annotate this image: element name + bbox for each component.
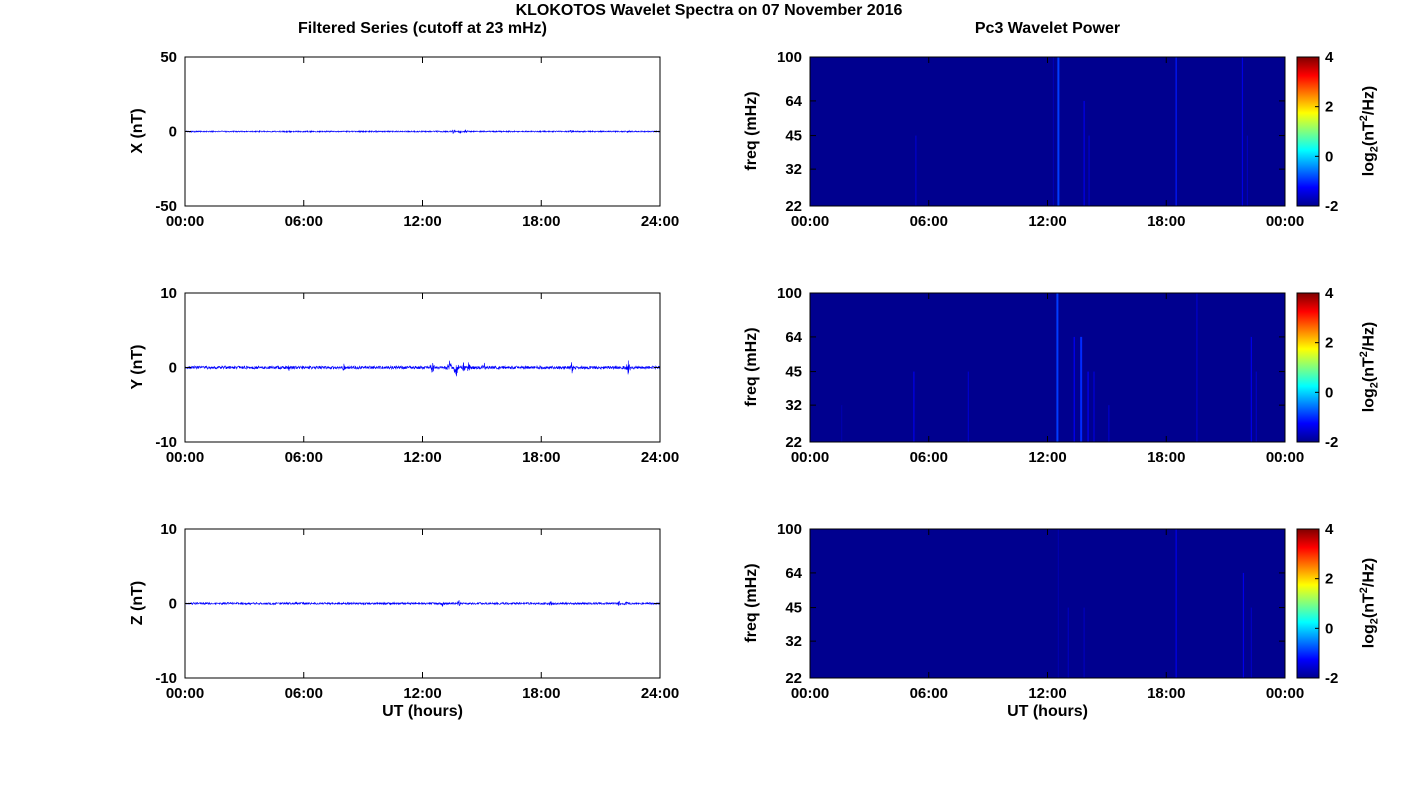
x-tick-label: 12:00 [1028,685,1066,702]
main-title: KLOKOTOS Wavelet Spectra on 07 November … [515,2,903,19]
y-tick-label: -10 [155,670,177,687]
colorbar-tick-label: -2 [1325,670,1338,687]
y-tick-label: 100 [777,49,802,66]
x-tick-label: 18:00 [1147,685,1185,702]
right-column-title: Pc3 Wavelet Power [974,20,1121,37]
y-tick-label: 0 [169,124,177,141]
series-line-filtered-series-z [184,600,661,607]
colorbar-tick-label: 2 [1325,335,1333,352]
x-tick-label: 12:00 [1028,449,1066,466]
x-tick-label: 00:00 [166,213,204,230]
y-tick-label: 22 [785,434,802,451]
y-tick-label: 32 [785,161,802,178]
x-tick-label: 00:00 [166,685,204,702]
y-tick-label: 100 [777,521,802,538]
x-tick-label: 18:00 [522,449,560,466]
x-tick-label: 18:00 [522,213,560,230]
y-tick-label: 64 [785,565,802,582]
colorbar-tick-label: 0 [1325,384,1333,401]
x-tick-label: 00:00 [791,213,829,230]
y-tick-label: 22 [785,670,802,687]
colorbar-tick-label: 2 [1325,99,1333,116]
left-column-title: Filtered Series (cutoff at 23 mHz) [298,20,547,37]
x-tick-label: 18:00 [1147,213,1185,230]
x-tick-label: 24:00 [641,685,679,702]
colorbar-tick-label: 4 [1325,285,1334,302]
colorbar-tick-label: -2 [1325,434,1338,451]
y-tick-label: -10 [155,434,177,451]
y-tick-label: 32 [785,633,802,650]
colorbar-tick-label: 4 [1325,49,1334,66]
x-tick-label: 24:00 [641,213,679,230]
spectrogram-background [810,293,1285,442]
y-tick-label: 64 [785,329,802,346]
x-tick-label: 12:00 [403,449,441,466]
y-tick-label: 45 [785,600,802,617]
y-tick-label: 100 [777,285,802,302]
x-tick-label: 12:00 [403,213,441,230]
spectrogram-background [810,529,1285,678]
x-tick-label: 06:00 [285,685,323,702]
xlabel-left: UT (hours) [382,703,463,720]
colorbar-tick-label: 2 [1325,571,1333,588]
x-tick-label: 12:00 [1028,213,1066,230]
y-tick-label: 45 [785,364,802,381]
y-tick-label: 0 [169,360,177,377]
x-tick-label: 18:00 [1147,449,1185,466]
y-tick-label: 50 [160,49,177,66]
x-tick-label: 00:00 [1266,685,1304,702]
x-tick-label: 06:00 [910,449,948,466]
x-tick-label: 00:00 [166,449,204,466]
x-tick-label: 00:00 [791,685,829,702]
y-tick-label: 10 [160,285,177,302]
x-tick-label: 00:00 [1266,213,1304,230]
x-tick-label: 18:00 [522,685,560,702]
colorbar [1296,528,1320,679]
y-tick-label: 45 [785,128,802,145]
colorbar-tick-label: 4 [1325,521,1334,538]
y-tick-label: 10 [160,521,177,538]
series-line-filtered-series-x [184,129,661,134]
y-tick-label: 64 [785,93,802,110]
x-tick-label: 06:00 [285,213,323,230]
x-tick-label: 12:00 [403,685,441,702]
colorbar-tick-label: 0 [1325,148,1333,165]
xlabel-right: UT (hours) [1007,703,1088,720]
x-tick-label: 06:00 [910,213,948,230]
series-line-filtered-series-y [184,360,661,377]
x-tick-label: 00:00 [791,449,829,466]
x-tick-label: 00:00 [1266,449,1304,466]
x-tick-label: 24:00 [641,449,679,466]
x-tick-label: 06:00 [285,449,323,466]
y-tick-label: 0 [169,596,177,613]
x-tick-label: 06:00 [910,685,948,702]
spectrogram-background [810,57,1285,206]
y-tick-label: 22 [785,198,802,215]
colorbar [1296,292,1320,443]
colorbar-tick-label: -2 [1325,198,1338,215]
y-tick-label: 32 [785,397,802,414]
colorbar-tick-label: 0 [1325,620,1333,637]
y-tick-label: -50 [155,198,177,215]
colorbar [1296,56,1320,207]
